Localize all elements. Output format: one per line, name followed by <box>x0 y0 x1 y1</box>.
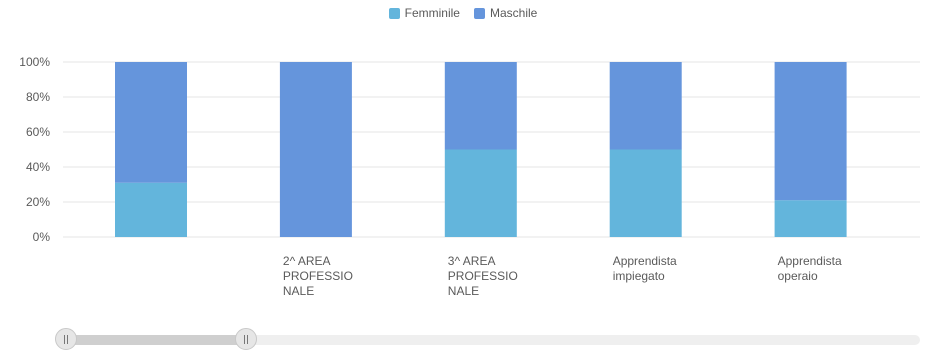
y-tick-label: 0% <box>33 230 51 244</box>
y-tick-label: 40% <box>26 160 50 174</box>
range-slider[interactable] <box>55 328 920 352</box>
x-category-label: PROFESSIO <box>448 269 518 283</box>
legend-male-label: Maschile <box>489 6 538 20</box>
x-category-label: PROFESSIO <box>283 269 353 283</box>
bar-segment-female[interactable] <box>774 200 847 237</box>
bar-segment-male[interactable] <box>279 62 352 237</box>
x-category-label: Apprendista <box>613 254 677 268</box>
x-category-label: NALE <box>448 284 479 298</box>
bar-segment-female[interactable] <box>609 149 682 238</box>
bar-segment-female[interactable] <box>115 182 187 237</box>
bar-segment-female[interactable] <box>444 149 517 238</box>
slider-end-handle-grip-icon[interactable] <box>234 328 257 350</box>
bar-segment-male[interactable] <box>115 62 187 183</box>
slider-selected-range[interactable] <box>65 335 245 345</box>
y-tick-label: 60% <box>26 125 50 139</box>
slider-track[interactable] <box>65 335 920 345</box>
stacked-bar-chart: 0%20%40%60%80%100%2^ AREAPROFESSIONALE3^… <box>19 55 920 298</box>
x-category-label: NALE <box>283 284 314 298</box>
y-tick-label: 20% <box>26 195 50 209</box>
x-category-label: 2^ AREA <box>283 254 331 268</box>
y-tick-label: 80% <box>26 90 50 104</box>
bar-segment-male[interactable] <box>609 62 682 150</box>
x-category-label: impiegato <box>613 269 665 283</box>
y-tick-label: 100% <box>19 55 50 69</box>
x-category-label: operaio <box>778 269 818 283</box>
male-swatch <box>473 7 485 19</box>
slider-start-handle-grip-icon[interactable] <box>55 328 77 350</box>
legend-item-female[interactable]: Femminile <box>388 6 460 20</box>
chart-legend: Femminile Maschile <box>0 6 926 20</box>
legend-item-male[interactable]: Maschile <box>473 6 538 20</box>
x-category-label: 3^ AREA <box>448 254 496 268</box>
bar-segment-male[interactable] <box>444 62 517 150</box>
female-swatch <box>388 7 400 19</box>
legend-female-label: Femminile <box>404 6 460 20</box>
x-category-label: Apprendista <box>778 254 842 268</box>
bar-segment-male[interactable] <box>774 62 847 201</box>
